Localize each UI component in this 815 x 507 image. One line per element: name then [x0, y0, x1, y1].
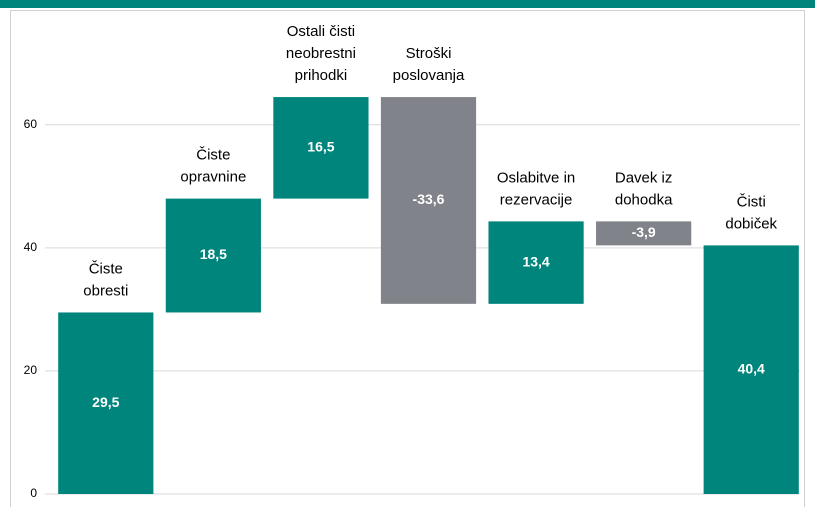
category-label: opravnine	[180, 169, 246, 186]
header-bar	[0, 0, 815, 8]
bar	[273, 97, 369, 199]
bar	[596, 221, 692, 246]
category-label: Oslabitve in	[497, 169, 575, 186]
value-label: 16,5	[307, 139, 334, 155]
category-label: dobiček	[725, 215, 777, 232]
y-tick-label: 40	[24, 240, 38, 254]
bar	[703, 245, 799, 494]
value-label: 18,5	[200, 246, 227, 262]
y-tick-label: 20	[24, 363, 38, 377]
y-tick-label: 0	[30, 486, 37, 500]
category-label: obresti	[83, 282, 128, 299]
value-label: 29,5	[92, 394, 119, 410]
frame	[10, 10, 805, 507]
category-label: Stroški	[406, 45, 452, 62]
category-label: prihodki	[295, 67, 348, 84]
bar	[488, 221, 584, 304]
category-label: Čiste	[196, 147, 230, 164]
category-label: Ostali čisti	[287, 23, 355, 40]
bar	[58, 312, 154, 494]
category-label: dohodka	[615, 191, 673, 208]
value-label: 13,4	[522, 253, 549, 269]
value-label: 40,4	[738, 360, 765, 376]
category-label: Davek iz	[615, 169, 673, 186]
category-label: neobrestni	[286, 45, 356, 62]
category-label: rezervacije	[500, 191, 573, 208]
category-label: Čisti	[737, 193, 766, 210]
bar	[165, 198, 261, 313]
value-label: -3,9	[632, 224, 656, 240]
category-label: Čiste	[89, 260, 123, 277]
y-tick-label: 60	[24, 117, 38, 131]
bar	[380, 97, 477, 304]
category-label: poslovanja	[393, 67, 465, 84]
value-label: -33,6	[413, 191, 445, 207]
